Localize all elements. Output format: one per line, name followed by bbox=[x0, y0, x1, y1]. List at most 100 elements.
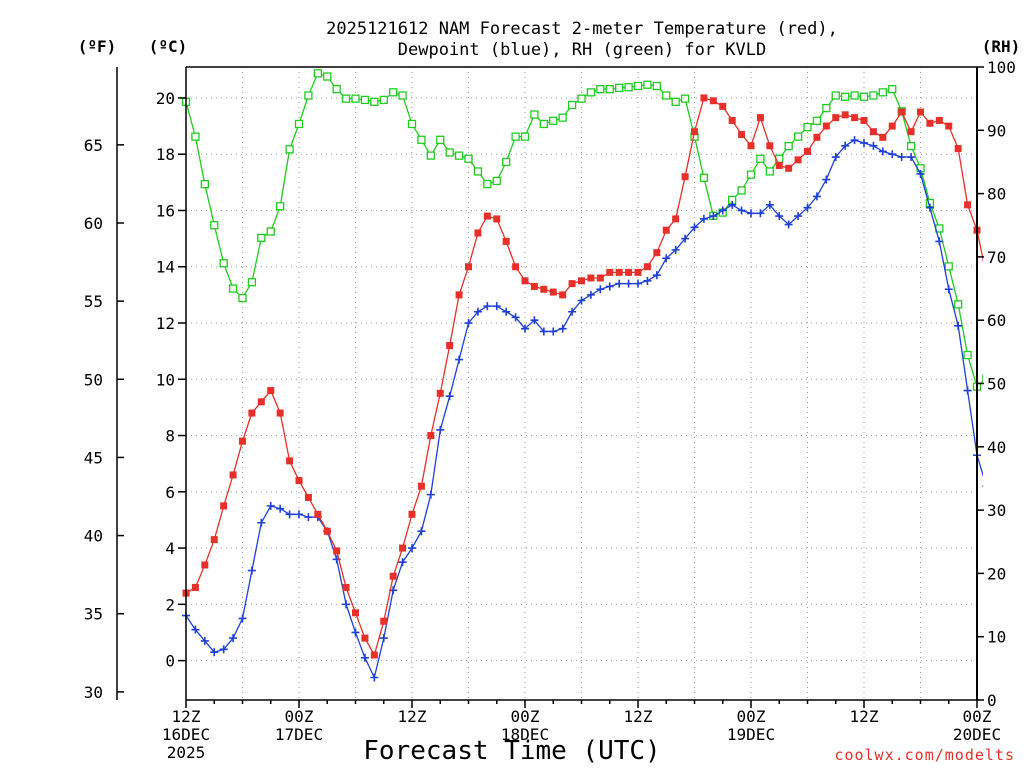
rh-point bbox=[878, 88, 887, 97]
temperature-point bbox=[738, 131, 746, 139]
temperature-point bbox=[756, 114, 764, 122]
dewpoint-point bbox=[897, 153, 906, 162]
temperature-point bbox=[483, 212, 491, 220]
rh-point bbox=[850, 91, 859, 100]
rh-point bbox=[803, 122, 812, 132]
temperature-point bbox=[615, 268, 623, 276]
dewpoint-point bbox=[765, 200, 774, 209]
temperature-point bbox=[606, 268, 614, 276]
celsius-tick-label: 8 bbox=[165, 427, 175, 446]
dewpoint-point bbox=[436, 425, 445, 434]
rh-point bbox=[389, 88, 398, 97]
rh-point bbox=[238, 293, 247, 303]
fahrenheit-tick-label: 60 bbox=[84, 214, 103, 233]
temperature-point bbox=[804, 147, 811, 155]
rh-point bbox=[483, 179, 492, 189]
rh-point bbox=[662, 91, 671, 100]
dewpoint-point bbox=[539, 327, 548, 336]
dewpoint-point bbox=[681, 234, 690, 243]
dewpoint-point bbox=[812, 192, 821, 201]
rh-point bbox=[954, 300, 963, 309]
temperature-point bbox=[634, 268, 642, 276]
temperature-point bbox=[210, 536, 218, 544]
rh-point bbox=[822, 103, 831, 113]
x-tick-label-time: 12Z bbox=[172, 707, 201, 726]
rh-point bbox=[643, 80, 652, 89]
dewpoint-point bbox=[568, 307, 577, 316]
temperature-point bbox=[643, 263, 651, 271]
rh-point bbox=[407, 119, 417, 129]
dewpoint-point bbox=[803, 203, 812, 212]
rh-point bbox=[596, 85, 605, 94]
rh-tick-label: 90 bbox=[987, 121, 1006, 140]
grid-lines bbox=[186, 67, 977, 700]
rh-point bbox=[219, 259, 228, 268]
x-tick-label-year: 2025 bbox=[167, 743, 206, 762]
rh-point bbox=[652, 81, 661, 91]
dewpoint-point bbox=[878, 147, 887, 156]
rh-point bbox=[558, 113, 567, 122]
dewpoint-point bbox=[408, 544, 416, 553]
temperature-point bbox=[314, 510, 322, 518]
celsius-tick-label: 14 bbox=[156, 258, 175, 277]
dewpoint-point bbox=[285, 510, 294, 519]
dewpoint-point bbox=[247, 566, 256, 575]
dewpoint-point bbox=[530, 316, 539, 325]
rh-point bbox=[784, 141, 793, 151]
rh-tick-label: 50 bbox=[987, 375, 1006, 394]
temperature-point bbox=[954, 145, 962, 153]
temperature-point bbox=[964, 201, 972, 209]
rh-point bbox=[436, 135, 445, 144]
temperature-point bbox=[766, 142, 774, 150]
x-tick-label-time: 00Z bbox=[737, 707, 766, 726]
celsius-tick-label: 20 bbox=[156, 89, 175, 108]
temperature-point bbox=[191, 583, 199, 591]
dewpoint-point bbox=[634, 279, 642, 288]
rh-point bbox=[200, 179, 209, 189]
dewpoint-point bbox=[586, 290, 595, 299]
temperature-point bbox=[239, 437, 246, 445]
dewpoint-point bbox=[304, 513, 313, 522]
temperature-point bbox=[709, 97, 717, 105]
fahrenheit-unit-label: (ºF) bbox=[78, 37, 117, 56]
temperature-point bbox=[436, 389, 444, 397]
temperature-point bbox=[455, 291, 463, 299]
temperature-point bbox=[427, 432, 435, 440]
dewpoint-point bbox=[502, 307, 511, 316]
temperature-point bbox=[945, 122, 953, 130]
dewpoint-point bbox=[784, 220, 793, 229]
axes bbox=[116, 66, 984, 708]
rh-point bbox=[323, 72, 332, 81]
rh-point bbox=[888, 85, 897, 94]
rh-point bbox=[492, 176, 501, 186]
temperature-point bbox=[540, 285, 548, 293]
rh-point bbox=[520, 132, 530, 141]
dewpoint-point bbox=[417, 527, 426, 536]
rh-tick-label: 60 bbox=[987, 311, 1006, 330]
temperature-point bbox=[568, 280, 576, 288]
dewpoint-point bbox=[794, 212, 803, 221]
x-tick-label-time: 12Z bbox=[398, 707, 427, 726]
rh-point bbox=[633, 81, 643, 91]
temperature-point bbox=[907, 128, 915, 136]
dewpoint-point bbox=[944, 285, 953, 294]
dewpoint-point bbox=[511, 313, 520, 322]
temperature-point bbox=[333, 547, 341, 555]
dewpoint-point bbox=[624, 279, 633, 288]
rh-line bbox=[185, 72, 983, 388]
celsius-tick-label: 10 bbox=[156, 370, 175, 389]
rh-unit-label: (RH) bbox=[982, 37, 1021, 56]
rh-point bbox=[906, 141, 916, 151]
temperature-point bbox=[276, 409, 284, 417]
temperature-point bbox=[578, 277, 585, 285]
dewpoint-point bbox=[379, 634, 388, 643]
temperature-point bbox=[832, 114, 840, 122]
temperature-point bbox=[446, 342, 454, 350]
rh-point bbox=[511, 132, 520, 141]
dewpoint-point bbox=[709, 212, 718, 221]
temperature-point bbox=[813, 133, 821, 141]
dewpoint-point bbox=[483, 302, 492, 311]
rh-point bbox=[417, 135, 426, 144]
dewpoint-point bbox=[360, 653, 369, 662]
